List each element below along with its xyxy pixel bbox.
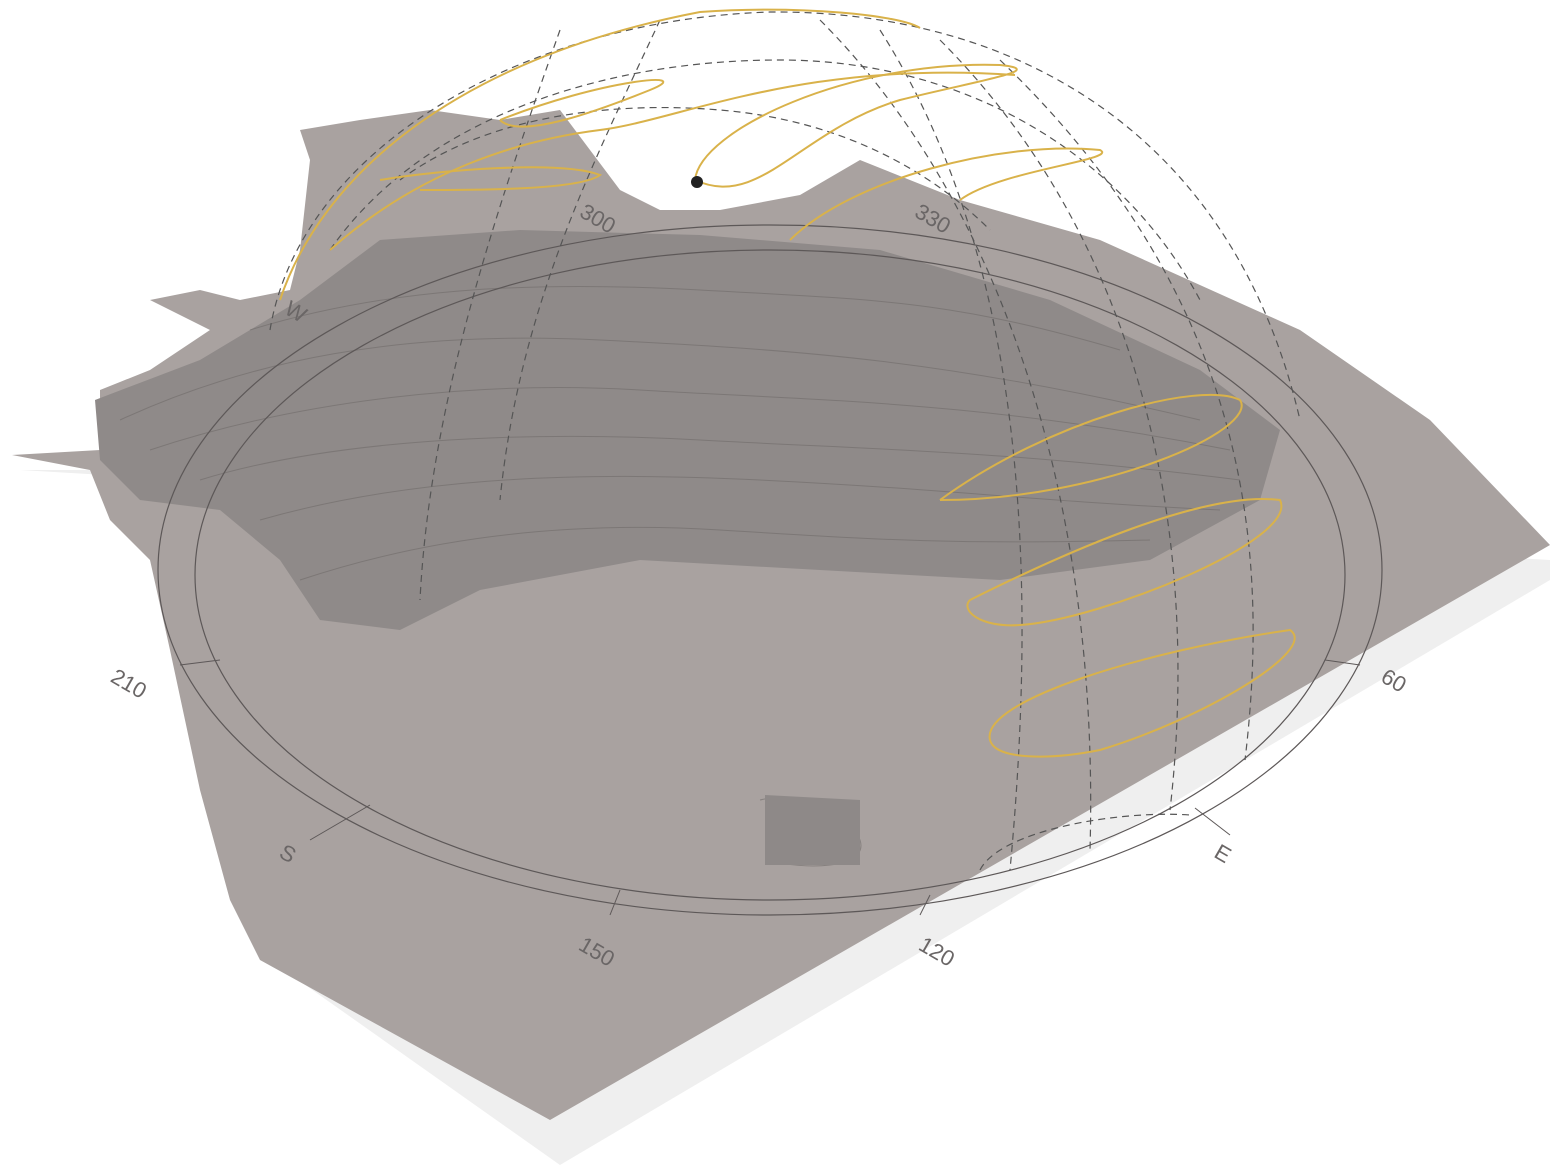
contour-line [119, 337, 1201, 421]
contour-line [249, 285, 1121, 351]
azimuth-label: 210 [107, 664, 151, 704]
compass-tick [609, 889, 621, 916]
horizon-ring [194, 249, 1346, 901]
sun-path [329, 71, 1016, 251]
contour-line [259, 475, 1221, 521]
sun-path [499, 79, 665, 128]
sun-path [966, 498, 1283, 627]
contour-line [149, 387, 1231, 451]
compass-tick [1324, 659, 1361, 666]
sun-position [691, 176, 703, 188]
dome-arc [979, 813, 1191, 871]
compass-tick [919, 894, 931, 916]
compass-tick [179, 659, 221, 666]
contour-line [199, 435, 1241, 481]
terrain-patch [765, 795, 860, 865]
direction-label: E [1210, 839, 1235, 868]
compass-tick [1194, 807, 1231, 836]
sun-path [379, 166, 603, 191]
sun-path [279, 8, 921, 301]
sun-path [939, 393, 1243, 501]
sun-path [694, 63, 1018, 188]
dome-meridian [419, 29, 561, 601]
dome-meridian [879, 29, 1023, 871]
contours [119, 285, 1241, 867]
dome-meridian [819, 19, 1092, 851]
compass-tick [309, 804, 371, 841]
sun-path [988, 628, 1296, 758]
dome-arc [269, 11, 1301, 421]
dome-meridian [499, 19, 661, 501]
sun-path [789, 147, 1104, 241]
horizon-ring [157, 224, 1383, 916]
sun-paths [279, 8, 1296, 758]
sky-dome [269, 11, 1301, 871]
contour-line [299, 526, 1151, 581]
dome-arc [329, 59, 1201, 301]
dome-meridian [939, 39, 1179, 811]
